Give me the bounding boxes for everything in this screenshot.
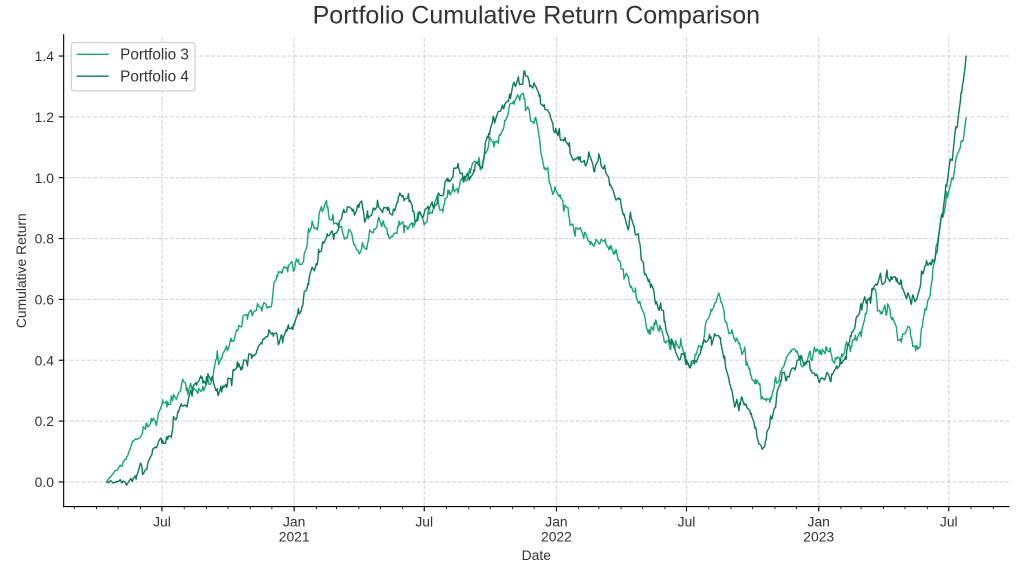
svg-text:2023: 2023 bbox=[803, 528, 834, 544]
svg-text:0.4: 0.4 bbox=[35, 352, 55, 368]
svg-text:1.0: 1.0 bbox=[35, 170, 55, 186]
svg-text:0.6: 0.6 bbox=[35, 291, 55, 307]
svg-text:0.2: 0.2 bbox=[35, 413, 55, 429]
svg-text:Jul: Jul bbox=[415, 513, 433, 529]
svg-text:1.2: 1.2 bbox=[35, 109, 55, 125]
svg-text:Date: Date bbox=[522, 547, 552, 563]
svg-text:1.4: 1.4 bbox=[35, 48, 55, 64]
svg-text:Jul: Jul bbox=[940, 513, 958, 529]
svg-text:Jan: Jan bbox=[545, 513, 567, 529]
svg-text:Cumulative Return: Cumulative Return bbox=[13, 213, 29, 328]
svg-text:Jul: Jul bbox=[153, 513, 171, 529]
svg-text:2022: 2022 bbox=[541, 528, 572, 544]
svg-text:Jan: Jan bbox=[808, 513, 830, 529]
svg-text:Portfolio 3: Portfolio 3 bbox=[120, 47, 189, 64]
svg-text:Portfolio 4: Portfolio 4 bbox=[120, 69, 189, 86]
svg-text:2021: 2021 bbox=[279, 528, 310, 544]
svg-text:0.0: 0.0 bbox=[35, 474, 55, 490]
svg-text:Portfolio Cumulative Return Co: Portfolio Cumulative Return Comparison bbox=[313, 2, 760, 30]
svg-text:Jan: Jan bbox=[283, 513, 305, 529]
svg-text:0.8: 0.8 bbox=[35, 231, 55, 247]
svg-text:Jul: Jul bbox=[678, 513, 696, 529]
